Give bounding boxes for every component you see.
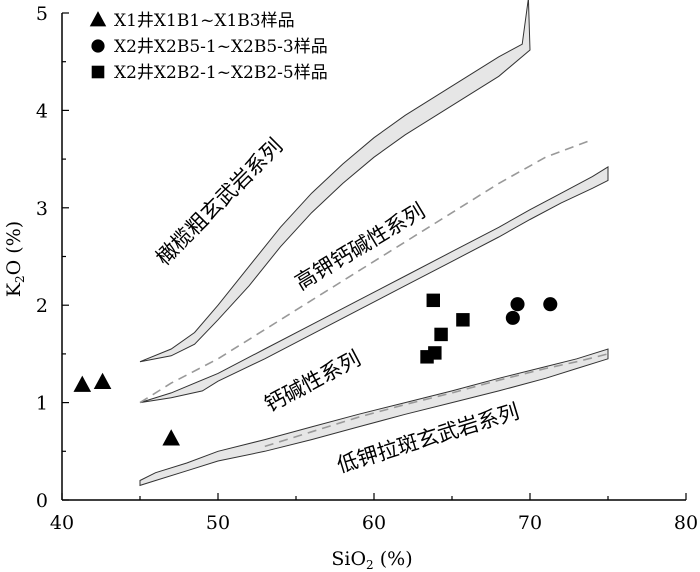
legend: X1井X1B1~X1B3样品 X2井X2B5-1~X2B5-3样品 X2井X2B2-… (89, 11, 328, 83)
dashed-line-2 (264, 353, 609, 448)
square-point (426, 293, 440, 308)
y-tick-label: 3 (36, 198, 48, 220)
band-bottom (139, 348, 609, 487)
series-bands (139, 0, 609, 487)
triangle-point (162, 429, 180, 446)
x-axis-title-main: SiO (331, 548, 366, 570)
square-point (428, 346, 442, 360)
legend-marker-triangle (89, 11, 107, 27)
legend-marker-square (91, 65, 105, 79)
square-point (456, 313, 470, 327)
triangle-point (73, 375, 92, 392)
circle-point (510, 297, 525, 312)
band-top (139, 0, 531, 363)
x-tick-label: 70 (518, 512, 542, 534)
circle-point (543, 297, 558, 312)
y-tick-label: 2 (36, 295, 48, 317)
x-axis-title-sub: 2 (366, 558, 374, 572)
region-label-low-k: 低钾拉斑玄武岩系列 (334, 399, 522, 477)
y-axis-title-main: K (3, 282, 25, 297)
x-tick-label: 40 (50, 512, 74, 534)
y-axis-title-unit: O (%) (3, 221, 25, 276)
x-tick-label: 60 (362, 512, 386, 534)
axes: 40 50 60 70 80 0 1 2 3 4 5 (36, 3, 698, 534)
x-tick-label: 50 (206, 512, 230, 534)
data-points (73, 293, 558, 446)
dashed-line-1 (139, 138, 593, 404)
triangle-point (93, 372, 112, 389)
y-axis-title: K2O (%) (3, 221, 27, 297)
legend-label: X2井X2B2-1~X2B2-5样品 (114, 63, 328, 83)
x-tick-label: 80 (674, 512, 698, 534)
square-point (434, 327, 448, 342)
band-middle (139, 166, 609, 404)
legend-marker-circle (91, 39, 105, 53)
y-tick-label: 4 (36, 100, 48, 122)
circle-point (505, 310, 520, 325)
legend-label: X1井X1B1~X1B3样品 (114, 11, 295, 31)
region-label-calc-alkaline: 钙碱性系列 (261, 346, 365, 416)
y-tick-label: 1 (36, 393, 48, 415)
legend-label: X2井X2B5-1~X2B5-3样品 (114, 37, 328, 57)
y-tick-label: 5 (36, 3, 48, 25)
dashed-boundaries (139, 138, 609, 448)
y-tick-label: 0 (36, 490, 48, 512)
y-axis-title-sub: 2 (13, 275, 27, 283)
x-axis-title: SiO2 (%) (331, 548, 412, 572)
x-axis-title-unit: (%) (374, 548, 413, 570)
